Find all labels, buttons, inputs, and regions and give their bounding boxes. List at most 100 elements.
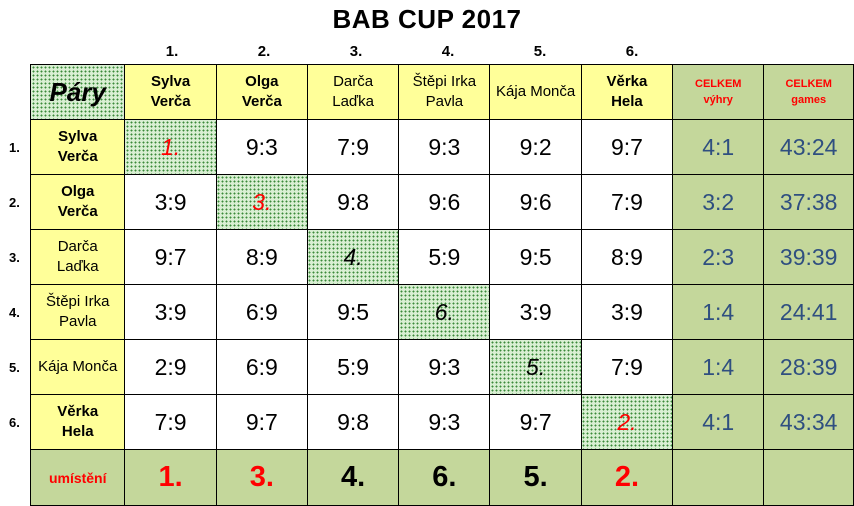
score-value: 9:6	[519, 188, 552, 215]
score-value: 8:9	[245, 243, 278, 270]
team-name-line1: Věrka	[57, 403, 99, 420]
score-value: 2:9	[154, 353, 187, 380]
placement-label-cell: umístění	[29, 449, 126, 506]
total-games-cell: 37:38	[763, 174, 854, 230]
team-name-line2: Hela	[611, 93, 643, 110]
final-placement-cell: 5.	[489, 449, 582, 506]
totals-header-line1: CELKEM	[785, 78, 832, 90]
placement-value: 1.	[161, 133, 181, 160]
table-row: Věrka Hela 7:9 9:7 9:8 9:3 9:7 2. 4:1 43:34	[29, 394, 854, 450]
team-name-line1: Darča	[333, 73, 374, 90]
team-name-line1: Štěpi Irka	[46, 293, 110, 310]
team-name-line2: Laďka	[56, 258, 99, 275]
score-cell: 7:9	[306, 119, 400, 175]
row-number: 4.	[9, 305, 20, 320]
column-number: 6.	[625, 43, 639, 60]
score-cell: 9:7	[215, 394, 308, 450]
column-header-3: Darča Laďka	[306, 64, 400, 120]
score-cell: 9:8	[306, 174, 400, 230]
column-number: 2.	[257, 43, 271, 60]
score-cell: 9:5	[306, 284, 400, 340]
placement-value: 2.	[617, 408, 637, 435]
diagonal-placement-cell: 2.	[580, 394, 674, 450]
diagonal-placement-cell: 1.	[124, 119, 217, 175]
team-name-line1: Věrka	[606, 73, 648, 90]
score-value: 7:9	[610, 188, 643, 215]
column-header-6: Věrka Hela	[580, 64, 674, 120]
score-value: 9:6	[428, 188, 461, 215]
column-header-2: Olga Verča	[215, 64, 308, 120]
team-name-line2: Laďka	[332, 93, 374, 110]
total-wins-cell: 3:2	[672, 174, 765, 230]
final-placement-value: 4.	[341, 461, 366, 493]
total-wins-cell: 1:4	[672, 339, 765, 395]
score-cell: 7:9	[124, 394, 217, 450]
final-placement-cell: 6.	[398, 449, 491, 506]
totals-header-line2: games	[791, 94, 827, 106]
score-cell: 3:9	[124, 284, 217, 340]
score-cell: 8:9	[580, 229, 674, 285]
column-header-1: Sylva Verča	[124, 64, 217, 120]
diagonal-placement-cell: 4.	[306, 229, 400, 285]
total-wins-cell: 1:4	[672, 284, 765, 340]
final-placement-value: 3.	[249, 461, 274, 493]
score-cell: 3:9	[489, 284, 582, 340]
header-total-games: CELKEM games	[763, 64, 854, 120]
total-games-cell: 24:41	[763, 284, 854, 340]
team-name-line1: Kája Monča	[496, 83, 576, 100]
score-value: 9:5	[337, 298, 370, 325]
score-cell: 9:3	[215, 119, 308, 175]
table-row: Štěpi Irka Pavla 3:9 6:9 9:5 6. 3:9 3:9 1:4 24:41	[29, 284, 854, 340]
placement-value: 4.	[343, 243, 363, 270]
column-header-5: Kája Monča	[489, 64, 582, 120]
score-cell: 9:6	[398, 174, 491, 230]
final-placement-cell: 2.	[580, 449, 674, 506]
team-name-line2: Verča	[150, 93, 191, 110]
team-name-line1: Olga	[245, 73, 279, 90]
score-value: 9:3	[428, 408, 461, 435]
score-value: 9:7	[245, 408, 278, 435]
score-cell: 5:9	[398, 229, 491, 285]
results-table: Páry Sylva Verča Olga Verča Darča Laďka Štěpi I…	[29, 64, 854, 506]
score-cell: 5:9	[306, 339, 400, 395]
diagonal-placement-cell: 6.	[398, 284, 491, 340]
column-number: 5.	[533, 43, 547, 60]
team-name-line2: Hela	[61, 423, 94, 440]
score-value: 9:7	[154, 243, 187, 270]
score-value: 9:2	[519, 133, 552, 160]
row-number: 3.	[9, 250, 20, 265]
score-cell: 3:9	[124, 174, 217, 230]
score-value: 9:7	[519, 408, 552, 435]
score-value: 9:3	[428, 353, 461, 380]
column-header-4: Štěpi Irka Pavla	[398, 64, 491, 120]
final-placement-cell: 1.	[124, 449, 217, 506]
score-value: 5:9	[337, 353, 370, 380]
team-name-line1: Sylva	[58, 128, 98, 145]
team-name-line1: Kája Monča	[38, 358, 118, 375]
score-cell: 9:7	[124, 229, 217, 285]
final-placement-value: 6.	[432, 461, 457, 493]
total-wins-cell: 4:1	[672, 394, 765, 450]
column-number: 3.	[349, 43, 363, 60]
score-value: 3:9	[519, 298, 552, 325]
total-games-value: 39:39	[779, 243, 838, 270]
score-cell: 9:3	[398, 119, 491, 175]
total-wins-value: 2:3	[702, 243, 735, 270]
column-number: 1.	[165, 43, 179, 60]
team-name-line1: Sylva	[150, 73, 191, 90]
score-cell: 6:9	[215, 339, 308, 395]
corner-label: Páry	[49, 76, 106, 107]
header-row: Páry Sylva Verča Olga Verča Darča Laďka Štěpi I…	[29, 64, 854, 120]
table-row: Olga Verča 3:9 3. 9:8 9:6 9:6 7:9 3:2 37:38	[29, 174, 854, 230]
final-placement-value: 2.	[614, 461, 640, 493]
total-games-cell: 43:24	[763, 119, 854, 175]
placement-value: 5.	[526, 353, 546, 380]
team-name-line2: Verča	[57, 148, 98, 165]
team-name-line2: Verča	[241, 93, 282, 110]
table-row: Darča Laďka 9:7 8:9 4. 5:9 9:5 8:9 2:3 39:39	[29, 229, 854, 285]
score-value: 6:9	[245, 353, 278, 380]
row-number: 2.	[9, 195, 20, 210]
score-value: 3:9	[610, 298, 643, 325]
placement-label: umístění	[48, 469, 107, 486]
score-cell: 2:9	[124, 339, 217, 395]
